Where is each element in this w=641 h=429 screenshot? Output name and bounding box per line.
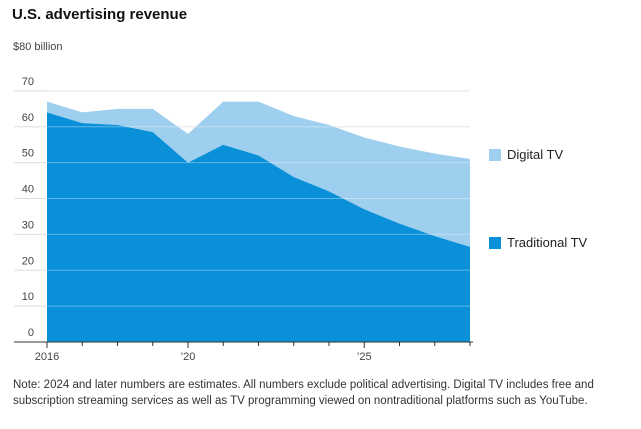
legend-traditional-label: Traditional TV xyxy=(507,235,588,250)
area-digital-tv xyxy=(47,101,470,247)
chart-title: U.S. advertising revenue xyxy=(12,6,188,23)
legend-traditional-swatch xyxy=(489,236,501,249)
y-tick-label-60: 60 xyxy=(22,112,34,124)
x-tick-label-2016: 2016 xyxy=(35,351,59,363)
y-tick-label-10: 10 xyxy=(22,291,34,303)
legend-traditional-tv: Traditional TV xyxy=(489,235,587,250)
legend-digital-tv: Digital TV xyxy=(489,147,563,162)
area-traditional-tv xyxy=(47,112,470,343)
y-tick-label-70: 70 xyxy=(22,76,34,88)
chart-note: Note: 2024 and later numbers are estimat… xyxy=(13,379,594,407)
x-tick-label-2020: ’20 xyxy=(181,351,196,363)
y-tick-label-40: 40 xyxy=(22,184,34,196)
y-tick-label-20: 20 xyxy=(22,255,34,267)
legend-digital-label: Digital TV xyxy=(507,147,564,162)
legend-digital-swatch xyxy=(489,148,501,161)
y-tick-label-0: 0 xyxy=(28,327,34,339)
x-tick-label-2025: ’25 xyxy=(357,351,372,363)
y-tick-label-50: 50 xyxy=(22,148,34,160)
y-tick-label-30: 30 xyxy=(22,219,34,231)
y-axis-unit-label: $80 billion xyxy=(13,41,63,53)
